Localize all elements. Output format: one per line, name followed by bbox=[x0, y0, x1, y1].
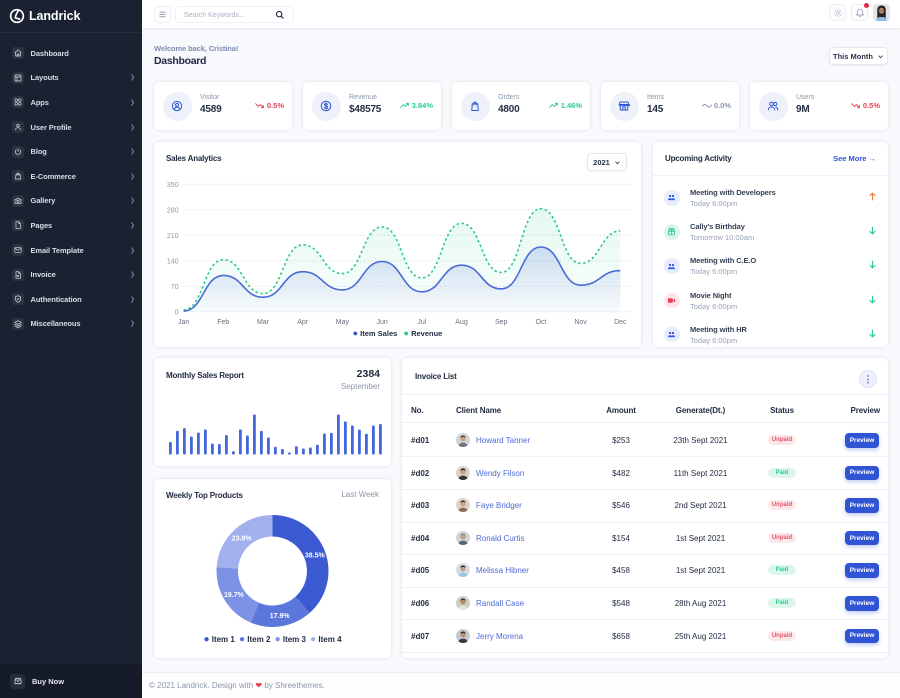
svg-text:Sep: Sep bbox=[495, 319, 508, 326]
svg-text:Dec: Dec bbox=[614, 319, 627, 326]
svg-text:Apr: Apr bbox=[297, 319, 309, 326]
svg-text:Aug: Aug bbox=[455, 319, 468, 326]
svg-text:Nov: Nov bbox=[574, 319, 587, 326]
svg-text:140: 140 bbox=[167, 258, 179, 265]
svg-text:Oct: Oct bbox=[535, 319, 546, 326]
svg-text:38.5%: 38.5% bbox=[305, 553, 326, 560]
svg-text:17.9%: 17.9% bbox=[270, 613, 291, 620]
svg-text:Jan: Jan bbox=[178, 319, 189, 326]
svg-text:23.9%: 23.9% bbox=[232, 535, 253, 542]
svg-text:280: 280 bbox=[167, 207, 179, 214]
svg-text:0: 0 bbox=[175, 309, 179, 316]
svg-text:350: 350 bbox=[167, 182, 179, 189]
svg-text:70: 70 bbox=[171, 284, 179, 291]
svg-text:May: May bbox=[336, 319, 350, 326]
svg-text:Jun: Jun bbox=[376, 319, 387, 326]
svg-text:Mar: Mar bbox=[257, 319, 270, 326]
svg-text:Jul: Jul bbox=[417, 319, 426, 326]
svg-text:210: 210 bbox=[167, 233, 179, 240]
svg-text:Feb: Feb bbox=[217, 319, 229, 326]
svg-text:19.7%: 19.7% bbox=[224, 592, 245, 599]
